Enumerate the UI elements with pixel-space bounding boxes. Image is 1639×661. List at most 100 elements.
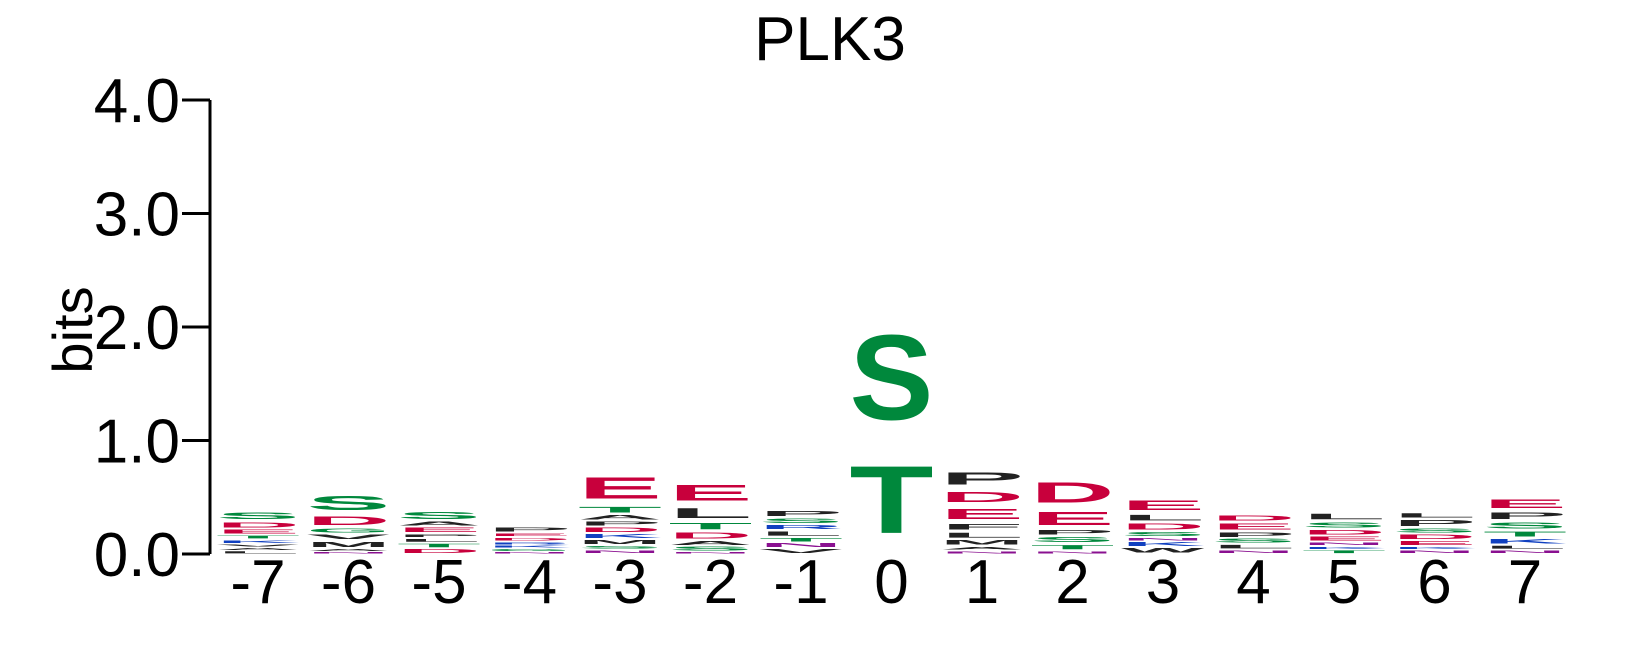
logo-letter: E: [1302, 536, 1386, 542]
logo-letter: K: [1302, 546, 1386, 549]
logo-letter: N: [669, 552, 753, 554]
logo-letter: D: [1031, 477, 1115, 509]
logo-letter: P: [940, 469, 1024, 488]
logo-letter: N: [759, 543, 843, 549]
logo-letter: S: [850, 310, 934, 446]
logo-letter: P: [1212, 531, 1296, 538]
logo-letter: P: [397, 534, 481, 539]
logo-letter: A: [578, 514, 662, 521]
chart-title: PLK3: [754, 5, 906, 74]
x-tick-label: 1: [965, 548, 999, 617]
x-tick-label: -4: [502, 548, 557, 617]
logo-letter: D: [397, 548, 481, 554]
logo-letter: A: [669, 540, 753, 546]
logo-letter: S: [1031, 536, 1115, 544]
logo-letter: N: [488, 552, 572, 554]
logo-letter: A: [307, 548, 391, 551]
logo-letter: E: [578, 471, 662, 505]
logo-letter: M: [940, 539, 1024, 546]
logo-letter: T: [669, 521, 753, 531]
logo-stacks: LAVKTEDSNAMVGDSDTLPEASNGKRDEPNSMKDPATENS…: [216, 310, 1567, 554]
logo-letter: T: [397, 543, 481, 549]
logo-letter: E: [397, 527, 481, 534]
logo-letter: V: [759, 548, 843, 554]
logo-letter: D: [1302, 529, 1386, 536]
logo-letter: T: [1483, 530, 1567, 538]
x-tick-label: -5: [411, 548, 466, 617]
logo-letter: N: [1212, 550, 1296, 554]
logo-letter: R: [488, 542, 572, 545]
logo-letter: S: [307, 492, 391, 515]
logo-letter: N: [307, 552, 391, 554]
logo-letter: N: [578, 550, 662, 554]
logo-letter: L: [397, 538, 481, 543]
logo-letter: T: [1031, 544, 1115, 551]
logo-letter: D: [1121, 522, 1205, 531]
x-tick-label: 5: [1327, 548, 1361, 617]
logo-letter: A: [940, 546, 1024, 550]
logo-letter: D: [216, 521, 300, 529]
logo-letter: T: [216, 535, 300, 540]
logo-letter: L: [1121, 513, 1205, 522]
logo-letter: L: [1212, 544, 1296, 550]
x-tick-label: 7: [1508, 548, 1542, 617]
logo-letter: T: [578, 505, 662, 514]
logo-letter: E: [669, 480, 753, 505]
logo-letter: D: [578, 527, 662, 534]
logo-letter: K: [1121, 542, 1205, 548]
logo-letter: L: [940, 531, 1024, 539]
logo-letter: D: [940, 488, 1024, 505]
x-tick-label: 2: [1055, 548, 1089, 617]
logo-letter: K: [1483, 538, 1567, 545]
logo-letter: N: [1302, 542, 1386, 546]
logo-letter: L: [1483, 545, 1567, 550]
logo-letter: L: [1302, 512, 1386, 521]
logo-letter: R: [759, 524, 843, 530]
logo-letter: K: [216, 539, 300, 543]
logo-letter: L: [1393, 512, 1477, 519]
logo-letter: P: [1483, 511, 1567, 521]
logo-letter: E: [1031, 509, 1115, 529]
logo-letter: P: [1031, 529, 1115, 536]
logo-stack: TS: [850, 310, 934, 554]
y-tick-label: 3.0: [94, 181, 180, 250]
logo-letter: V: [307, 534, 391, 541]
logo-letter: L: [216, 551, 300, 554]
logo-letter: V: [216, 544, 300, 547]
x-tick-label: 6: [1417, 548, 1451, 617]
logo-letter: S: [669, 546, 753, 552]
logo-letter: T: [759, 537, 843, 543]
logo-letter: E: [216, 529, 300, 535]
logo-letter: K: [578, 534, 662, 540]
logo-letter: S: [759, 518, 843, 525]
logo-letter: M: [307, 540, 391, 548]
x-tick-label: 0: [874, 548, 908, 617]
y-axis-label: bits: [41, 286, 104, 373]
logo-letter: D: [1393, 534, 1477, 541]
logo-letter: N: [1121, 537, 1205, 541]
logo-letter: D: [669, 531, 753, 540]
logo-letter: P: [578, 521, 662, 527]
x-tick-label: 4: [1236, 548, 1270, 617]
logo-letter: G: [488, 548, 572, 551]
logo-letter: P: [1393, 519, 1477, 528]
logo-letter: L: [669, 505, 753, 521]
x-tick-label: -3: [592, 548, 647, 617]
logo-letter: T: [850, 447, 934, 554]
y-tick-label: 0.0: [94, 521, 180, 590]
logo-letter: D: [1212, 514, 1296, 522]
x-tick-label: 3: [1146, 548, 1180, 617]
logo-letter: S: [1212, 538, 1296, 544]
logo-letter: N: [1483, 550, 1567, 554]
logo-letter: S: [578, 545, 662, 550]
logo-letter: A: [216, 547, 300, 550]
logo-letter: N: [940, 551, 1024, 554]
logo-letter: M: [578, 539, 662, 545]
logo-letter: S: [1393, 528, 1477, 534]
